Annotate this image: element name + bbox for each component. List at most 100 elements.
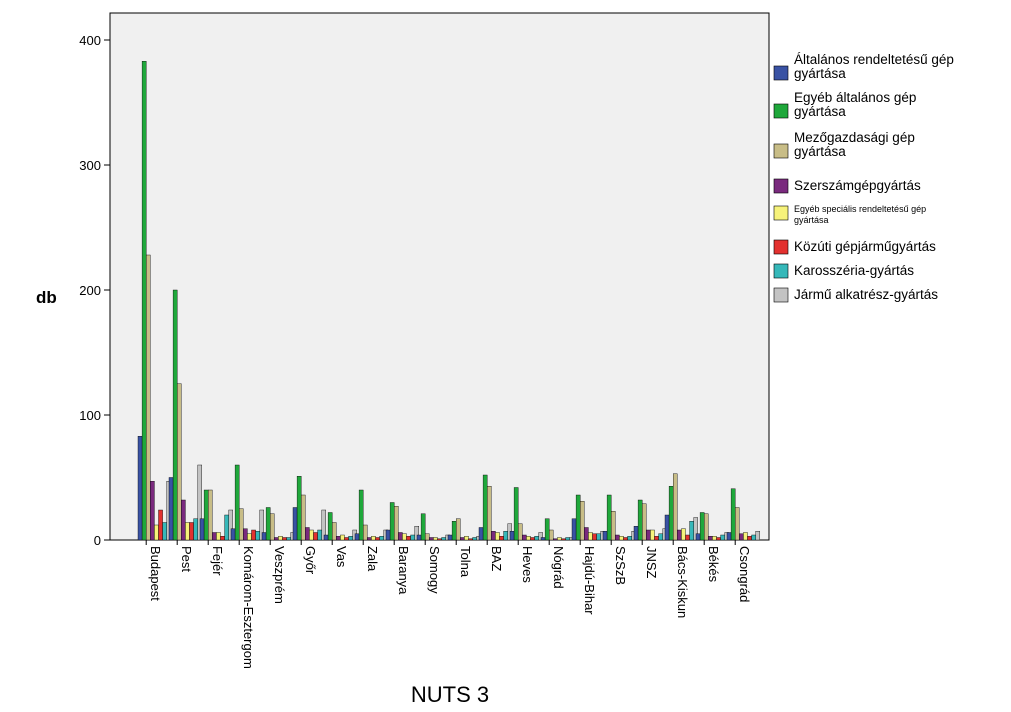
- bar-19-4: [743, 532, 748, 541]
- bar-8-2: [394, 506, 399, 541]
- bar-7-3: [367, 537, 372, 541]
- y-tick-label: 300: [79, 158, 101, 173]
- legend: Általános rendeltetésű gép gyártása Egyéb …: [773, 52, 954, 303]
- bar-13-5: [561, 538, 566, 541]
- bar-6-2: [332, 522, 337, 541]
- category-label: SzSzB: [613, 546, 628, 585]
- bar-8-5: [406, 536, 411, 541]
- bar-9-5: [437, 538, 442, 541]
- bar-1-3: [181, 499, 186, 541]
- bar-7-5: [375, 537, 380, 541]
- bar-4-6: [286, 537, 291, 541]
- bar-12-4: [526, 536, 531, 541]
- bar-7-0: [354, 533, 360, 541]
- bar-13-6: [565, 537, 570, 541]
- bar-19-2: [735, 507, 740, 541]
- bar-7-1: [358, 489, 364, 541]
- bar-1-1: [172, 289, 178, 541]
- bar-1-4: [185, 522, 190, 541]
- bar-12-0: [509, 531, 515, 541]
- bar-9-1: [420, 513, 426, 541]
- bar-3-0: [230, 528, 236, 541]
- legend-label: Szerszámgépgyártás: [794, 178, 921, 193]
- bar-8-1: [389, 502, 395, 541]
- bar-14-0: [571, 518, 577, 541]
- bar-6-1: [327, 512, 333, 541]
- bar-15-1: [606, 494, 612, 541]
- bar-12-5: [530, 537, 535, 541]
- bar-12-7: [538, 532, 544, 541]
- category-label: Tolna: [458, 546, 473, 578]
- bar-11-1: [482, 474, 488, 541]
- bar-4-2: [270, 513, 275, 541]
- category-label: Nógrád: [551, 546, 566, 589]
- bar-17-2: [673, 473, 678, 541]
- bar-0-4: [154, 524, 159, 541]
- bar-15-0: [602, 531, 608, 541]
- bar-17-5: [685, 534, 690, 541]
- bar-19-6: [751, 534, 756, 541]
- legend-swatch: [773, 287, 789, 303]
- bar-13-1: [544, 518, 550, 541]
- legend-label: Karosszéria-gyártás: [794, 263, 914, 278]
- bar-11-5: [499, 536, 504, 541]
- bar-14-6: [596, 533, 601, 541]
- category-label: Vas: [334, 546, 349, 568]
- bar-13-2: [549, 529, 554, 541]
- bar-17-1: [668, 486, 674, 541]
- legend-label: Közúti gépjárműgyártás: [794, 239, 936, 254]
- bar-18-3: [708, 536, 713, 541]
- bar-6-0: [323, 534, 329, 541]
- bar-10-2: [456, 518, 461, 541]
- bar-10-0: [447, 534, 453, 541]
- y-axis-title: db: [36, 288, 57, 307]
- bar-5-1: [296, 476, 302, 541]
- y-tick-label: 100: [79, 408, 101, 423]
- bar-6-3: [336, 536, 341, 541]
- bar-14-4: [588, 532, 593, 541]
- bar-13-4: [557, 537, 562, 541]
- bar-7-2: [363, 524, 368, 541]
- bar-10-6: [472, 537, 477, 541]
- bar-17-0: [664, 514, 670, 541]
- bar-19-1: [730, 488, 736, 541]
- bar-17-3: [677, 529, 682, 541]
- bar-10-4: [464, 536, 469, 541]
- bar-19-7: [755, 531, 761, 541]
- category-label: Csongrád: [737, 546, 752, 602]
- x-axis: Budapest Pest Fejér Komárom-Esztergom Veszpr…: [145, 540, 752, 669]
- bar-8-4: [402, 533, 407, 541]
- bar-4-0: [261, 532, 267, 541]
- category-label: Zala: [365, 546, 380, 572]
- legend-label: Egyéb speciális rendeltetésű gép gyártása: [794, 204, 926, 225]
- category-label: Pest: [179, 546, 194, 572]
- bar-15-6: [627, 536, 632, 541]
- bar-8-0: [385, 529, 391, 541]
- legend-label: Egyéb általános gép gyártása: [794, 90, 916, 119]
- bar-16-0: [633, 526, 639, 541]
- y-tick-label: 200: [79, 283, 101, 298]
- bar-4-1: [265, 507, 271, 541]
- bar-13-0: [540, 537, 546, 541]
- bar-12-6: [534, 536, 539, 541]
- bar-15-4: [619, 536, 624, 541]
- bar-2-0: [199, 518, 205, 541]
- category-label: Hajdú-Bihar: [582, 546, 597, 615]
- legend-label: Jármű alkatrész-gyártás: [794, 287, 938, 302]
- bar-11-4: [495, 532, 500, 541]
- bar-18-0: [695, 533, 701, 541]
- bar-6-6: [348, 536, 353, 541]
- bar-16-3: [646, 529, 651, 541]
- bar-5-5: [313, 532, 318, 541]
- bar-18-1: [699, 512, 705, 541]
- legend-swatch: [773, 65, 789, 81]
- bar-11-6: [503, 531, 508, 541]
- bar-17-6: [689, 521, 694, 541]
- bar-11-3: [491, 531, 496, 541]
- bar-5-3: [305, 527, 310, 541]
- bars-group: [137, 61, 761, 541]
- legend-swatch: [773, 103, 789, 119]
- bar-7-4: [371, 536, 376, 541]
- bar-3-4: [247, 533, 252, 541]
